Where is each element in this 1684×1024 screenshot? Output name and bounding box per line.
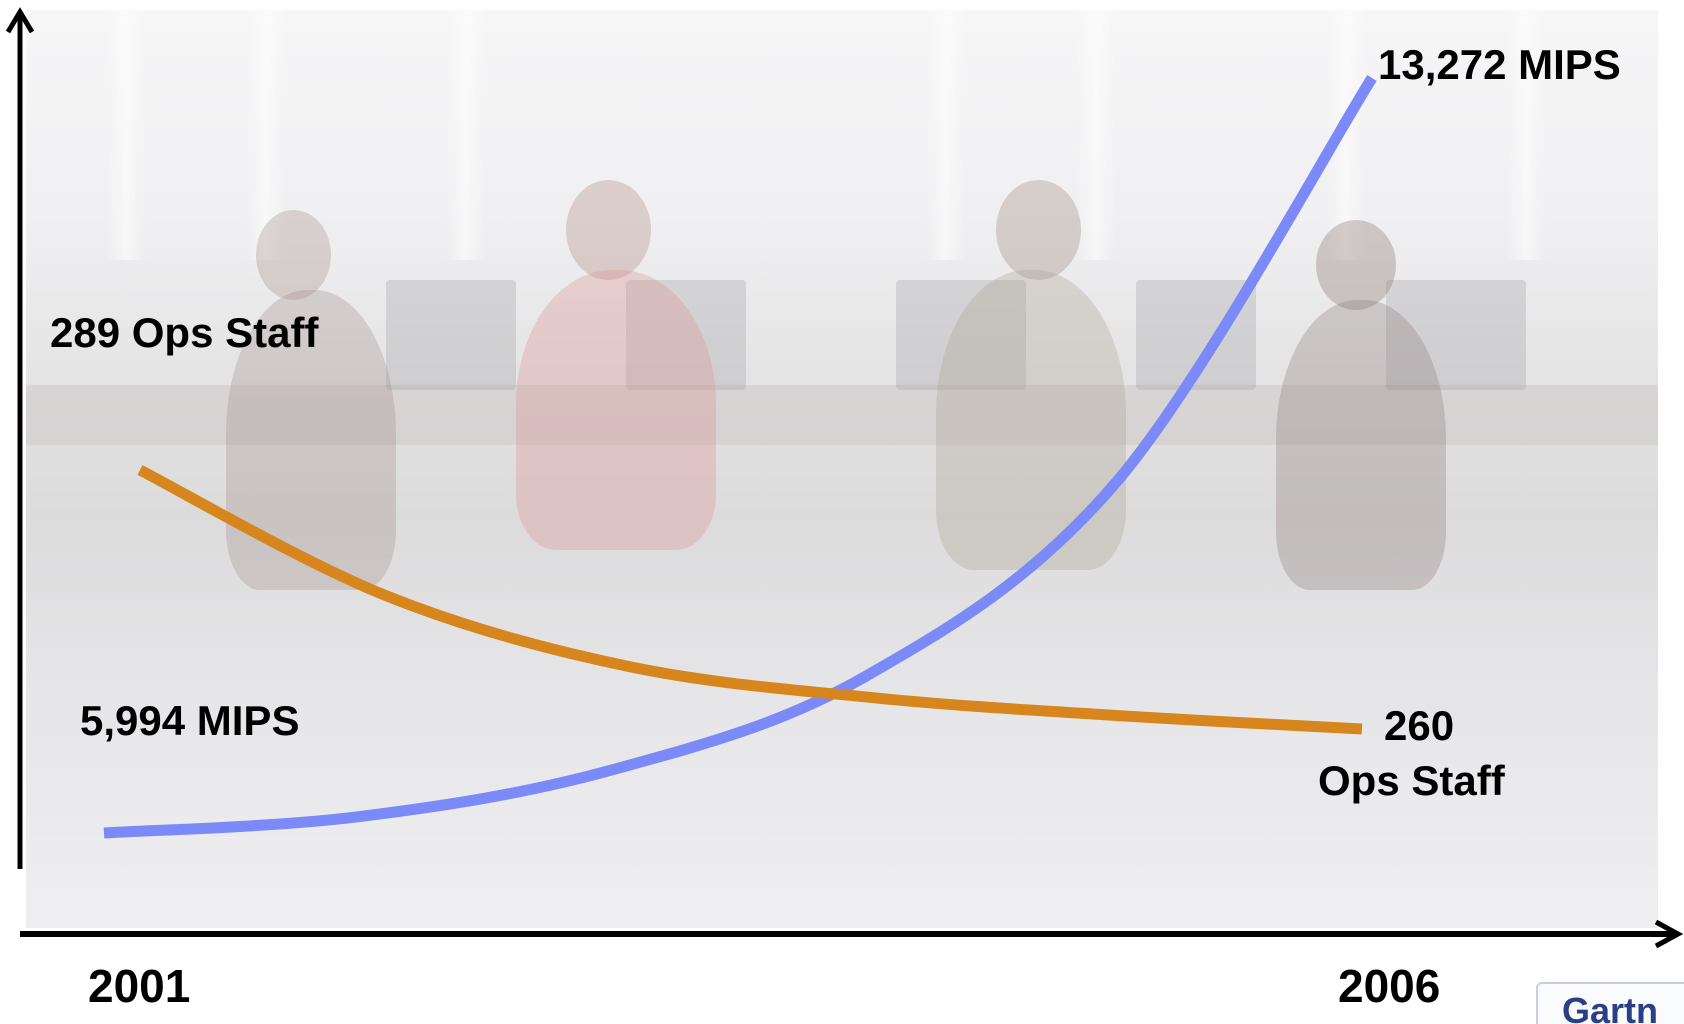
gartner-logo-text: Gartn — [1562, 990, 1659, 1024]
label-mips-start: 5,994 MIPS — [80, 697, 299, 744]
x-axis-arrowhead — [1654, 919, 1684, 949]
label-mips-end: 13,272 MIPS — [1378, 41, 1621, 88]
background-photo — [26, 10, 1658, 928]
x-tick-label-start: 2001 — [88, 960, 190, 1009]
gartner-logo: Gartn — [1536, 982, 1684, 1024]
label-ops-staff-end-value: 260 — [1384, 702, 1454, 749]
y-axis-arrowhead — [5, 7, 35, 34]
series-line-mips — [103, 75, 1377, 839]
series-line-ops-staff — [137, 465, 1363, 735]
x-tick-label-end: 2006 — [1338, 960, 1440, 1009]
label-ops-staff-start: 289 Ops Staff — [50, 309, 319, 356]
label-ops-staff-end-unit: Ops Staff — [1318, 757, 1506, 804]
